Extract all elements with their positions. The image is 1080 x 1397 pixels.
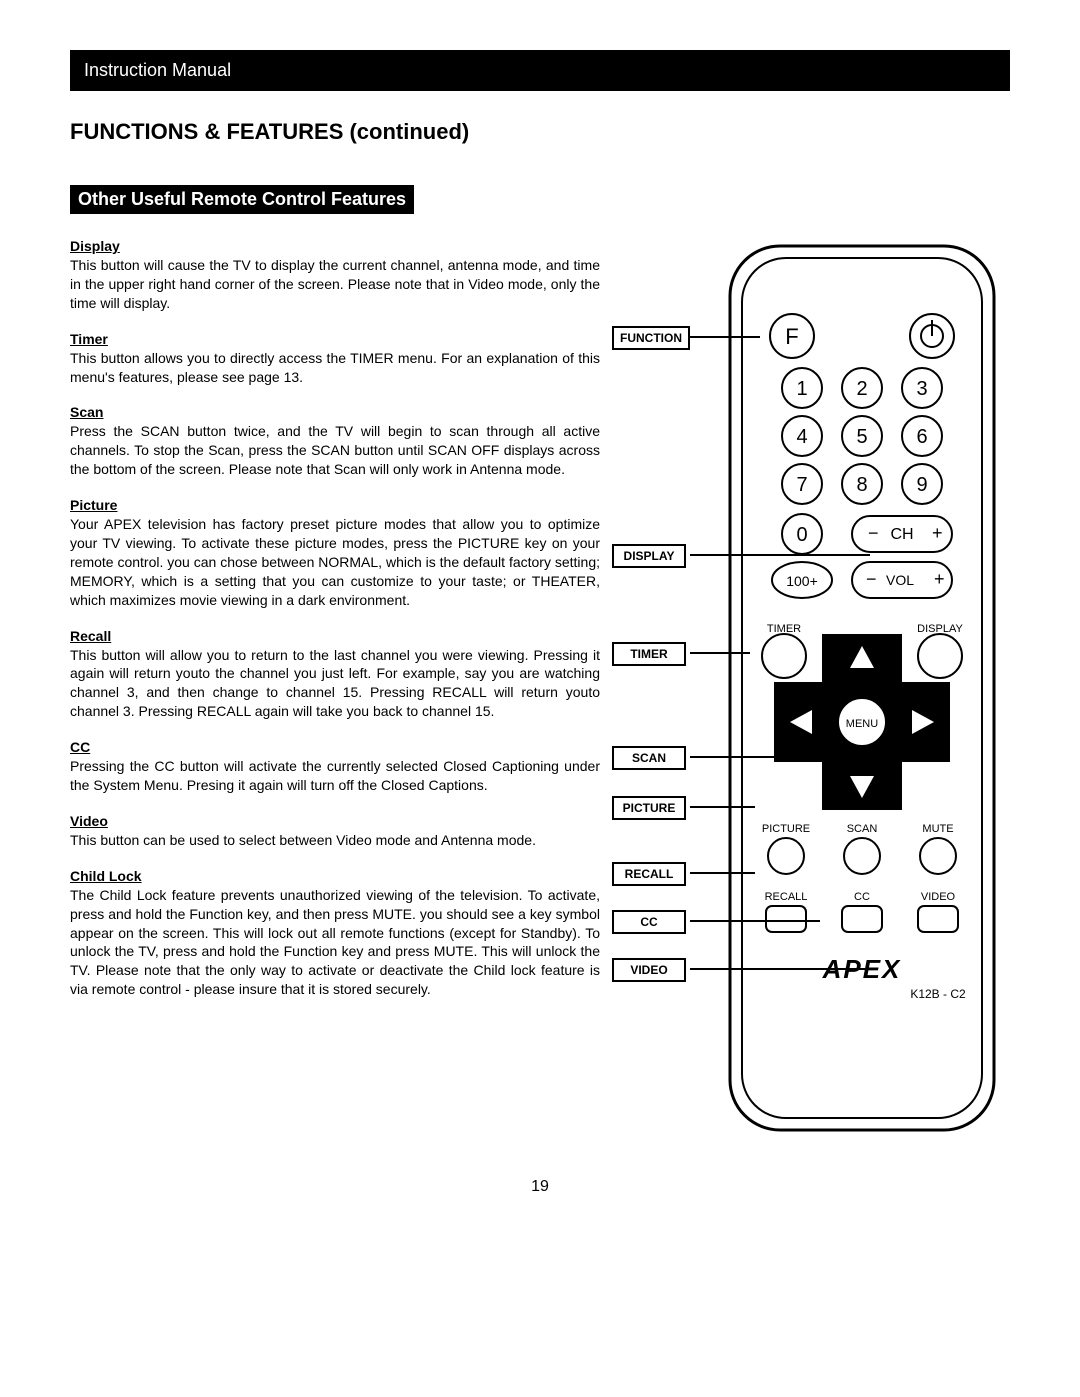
remote-svg: F 1 2 3 4 5 6 7 8 9 0 − CH + 100+ − VOL + [722, 238, 1002, 1138]
svg-text:PICTURE: PICTURE [762, 823, 810, 835]
svg-text:MENU: MENU [846, 718, 878, 730]
section-heading: Scan [70, 404, 600, 420]
section-body: This button allows you to directly acces… [70, 349, 600, 387]
svg-text:1: 1 [796, 378, 807, 400]
section-recall: Recall This button will allow you to retu… [70, 628, 600, 722]
svg-text:4: 4 [796, 426, 807, 448]
section-body: Pressing the CC button will activate the… [70, 757, 600, 795]
callout-recall: RECALL [612, 862, 686, 886]
callout-display: DISPLAY [612, 544, 686, 568]
header-bar: Instruction Manual [70, 50, 1010, 91]
text-column: Display This button will cause the TV to … [70, 238, 600, 1017]
section-heading: Display [70, 238, 600, 254]
lead-line [690, 756, 820, 758]
callout-scan: SCAN [612, 746, 686, 770]
callout-video: VIDEO [612, 958, 686, 982]
svg-text:0: 0 [796, 524, 807, 546]
section-heading: Video [70, 813, 600, 829]
callout-cc: CC [612, 910, 686, 934]
section-body: This button will allow you to return to … [70, 646, 600, 722]
section-display: Display This button will cause the TV to … [70, 238, 600, 313]
svg-text:SCAN: SCAN [847, 823, 878, 835]
lead-line [690, 336, 760, 338]
lead-line [690, 806, 755, 808]
lead-line [690, 920, 820, 922]
section-body: This button will cause the TV to display… [70, 256, 600, 313]
svg-text:5: 5 [856, 426, 867, 448]
svg-text:3: 3 [916, 378, 927, 400]
lead-line [690, 652, 750, 654]
svg-text:+: + [934, 569, 945, 589]
section-heading: Recall [70, 628, 600, 644]
svg-text:RECALL: RECALL [765, 891, 808, 903]
svg-text:VIDEO: VIDEO [921, 891, 956, 903]
svg-text:CH: CH [890, 526, 913, 543]
subsection-title: Other Useful Remote Control Features [70, 185, 414, 214]
section-cc: CC Pressing the CC button will activate t… [70, 739, 600, 795]
section-body: The Child Lock feature prevents unauthor… [70, 886, 600, 999]
section-video: Video This button can be used to select b… [70, 813, 600, 850]
svg-text:100+: 100+ [786, 573, 818, 589]
section-heading: CC [70, 739, 600, 755]
btn-function-text: F [785, 324, 798, 349]
section-heading: Child Lock [70, 868, 600, 884]
svg-text:−: − [866, 569, 877, 589]
section-child-lock: Child Lock The Child Lock feature prevent… [70, 868, 600, 999]
callout-function: FUNCTION [612, 326, 690, 350]
svg-text:VOL: VOL [886, 572, 914, 588]
svg-text:MUTE: MUTE [922, 823, 953, 835]
page-number: 19 [70, 1178, 1010, 1196]
section-body: Press the SCAN button twice, and the TV … [70, 422, 600, 479]
section-picture: Picture Your APEX television has factory … [70, 497, 600, 609]
section-heading: Picture [70, 497, 600, 513]
svg-text:+: + [932, 523, 943, 543]
svg-text:7: 7 [796, 474, 807, 496]
lead-line [690, 968, 870, 970]
section-timer: Timer This button allows you to directly … [70, 331, 600, 387]
section-scan: Scan Press the SCAN button twice, and the… [70, 404, 600, 479]
lead-line [690, 554, 870, 556]
lead-line [690, 872, 755, 874]
header-title: Instruction Manual [84, 60, 231, 80]
remote-diagram: F 1 2 3 4 5 6 7 8 9 0 − CH + 100+ − VOL + [612, 238, 1010, 1138]
section-heading: Timer [70, 331, 600, 347]
svg-text:K12B - C2: K12B - C2 [910, 987, 966, 1001]
svg-text:9: 9 [916, 474, 927, 496]
callout-picture: PICTURE [612, 796, 686, 820]
svg-text:6: 6 [916, 426, 927, 448]
section-body: Your APEX television has factory preset … [70, 515, 600, 609]
svg-text:8: 8 [856, 474, 867, 496]
callout-timer: TIMER [612, 642, 686, 666]
section-body: This button can be used to select betwee… [70, 831, 600, 850]
svg-text:2: 2 [856, 378, 867, 400]
svg-text:CC: CC [854, 891, 870, 903]
page-title: FUNCTIONS & FEATURES (continued) [70, 119, 1010, 145]
svg-text:−: − [868, 523, 879, 543]
